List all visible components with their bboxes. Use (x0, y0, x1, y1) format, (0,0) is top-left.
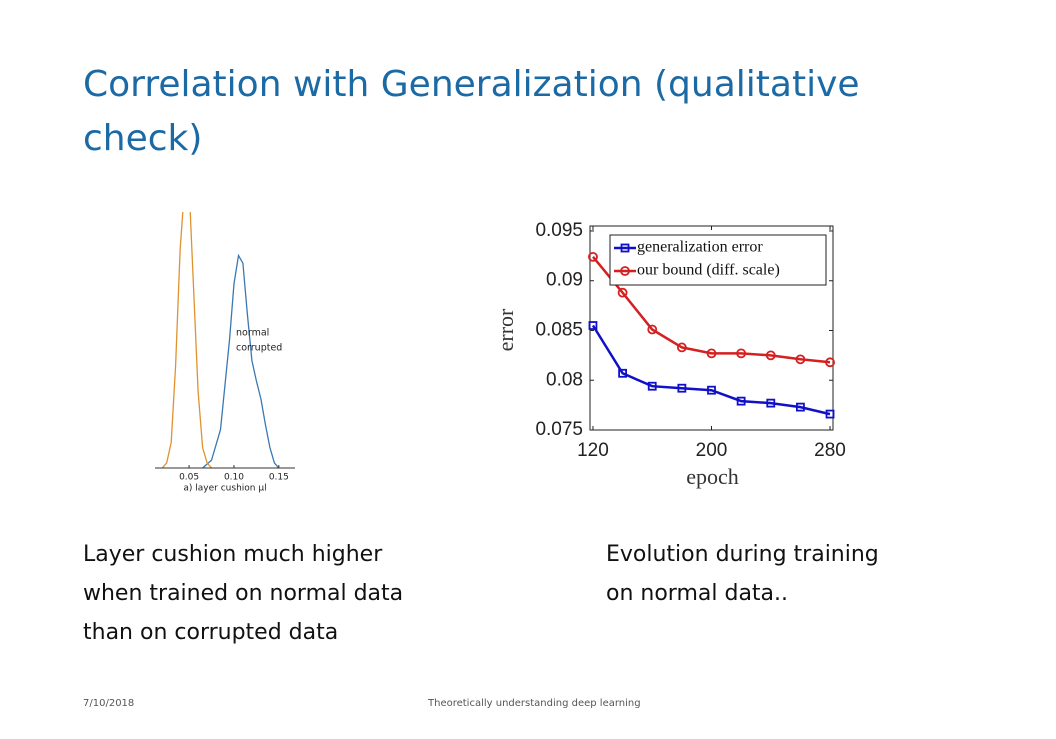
plot-area (161, 212, 280, 469)
marker (588, 321, 598, 330)
x-tick-label: 280 (814, 440, 846, 461)
marker (736, 348, 747, 359)
footer-date: 7/10/2018 (83, 698, 135, 709)
legend-label: corrupted (236, 343, 282, 354)
y-tick-label: 0.085 (535, 320, 583, 341)
y-tick-label: 0.08 (546, 369, 583, 390)
legend-label: our bound (diff. scale) (637, 262, 780, 279)
text-line: than on corrupted data (83, 620, 339, 645)
left-text: Layer cushion much higher when trained o… (83, 535, 403, 652)
marker (766, 398, 776, 408)
marker (765, 350, 776, 361)
x-tick-label: 0.05 (179, 473, 199, 483)
x-tick-label: 200 (696, 440, 728, 461)
marker (617, 287, 628, 298)
text-line: on normal data.. (606, 581, 789, 606)
marker (647, 381, 657, 391)
x-tick-label: 0.15 (269, 473, 289, 483)
text-line: Evolution during training (606, 542, 879, 567)
density-line (161, 212, 212, 469)
legend-label: normal (236, 328, 269, 339)
marker (706, 348, 717, 359)
density-line (202, 253, 280, 469)
marker (825, 409, 835, 419)
marker (620, 266, 630, 276)
marker (677, 383, 687, 393)
y-tick-label: 0.075 (535, 419, 583, 440)
marker (736, 396, 746, 406)
x-tick-label: 120 (577, 440, 609, 461)
legend-box (609, 234, 827, 286)
marker (620, 243, 630, 253)
marker (618, 368, 627, 378)
series-line (591, 324, 831, 416)
y-tick-label: 0.095 (535, 220, 583, 241)
marker (707, 385, 716, 395)
marker (795, 354, 806, 365)
marker (676, 342, 687, 353)
x-tick-label: 0.10 (224, 473, 244, 483)
x-axis-label: a) layer cushion μl (183, 484, 266, 494)
right-text: Evolution during training on normal data… (606, 535, 879, 613)
footer-text: Theoretically understanding deep learnin… (428, 698, 641, 709)
y-axis-label: error (493, 308, 518, 351)
marker (796, 402, 805, 412)
text-line: when trained on normal data (83, 581, 404, 606)
marker (647, 324, 658, 335)
legend-label: generalization error (637, 239, 763, 256)
marker (825, 357, 835, 368)
series-line (592, 256, 831, 364)
text-line: Layer cushion much higher (83, 542, 383, 567)
y-tick-label: 0.09 (546, 270, 583, 291)
x-axis-label: epoch (686, 464, 739, 489)
marker (588, 251, 598, 262)
slide-title: Correlation with Generalization (qualita… (83, 64, 860, 159)
